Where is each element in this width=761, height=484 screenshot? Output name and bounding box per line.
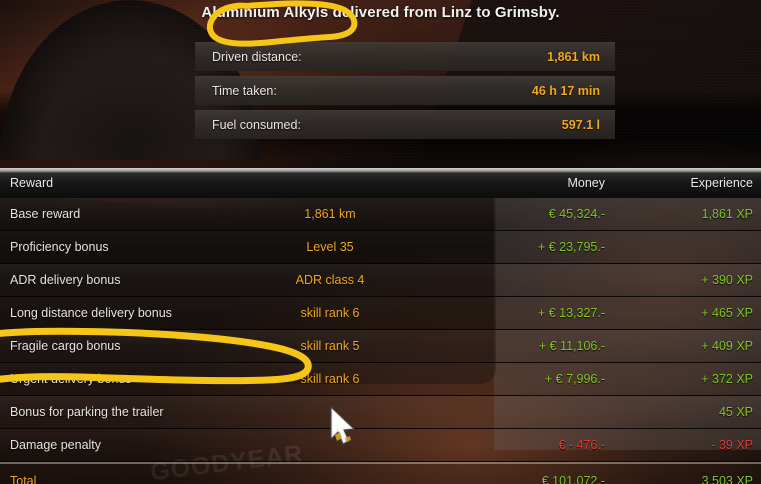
row-xp: - 39 XP [711, 438, 753, 452]
row-detail: skill rank 6 [300, 372, 360, 386]
rewards-table: Reward Money Experience Base reward 1,86… [0, 168, 761, 484]
row-label: Urgent delivery bonus [10, 372, 132, 386]
table-row: Fragile cargo bonus skill rank 5 + € 11,… [0, 330, 761, 363]
total-money: € 101,072.- [541, 474, 605, 484]
total-label: Total [10, 474, 37, 484]
row-label: Proficiency bonus [10, 240, 109, 254]
row-money: € 45,324.- [548, 207, 605, 221]
row-detail: skill rank 6 [300, 306, 360, 320]
summary-value: 46 h 17 min [531, 84, 600, 98]
row-money: € - 476.- [558, 438, 605, 452]
summary-row-driven-distance: Driven distance: 1,861 km [195, 42, 615, 71]
table-row: Long distance delivery bonus skill rank … [0, 297, 761, 330]
row-detail: Level 35 [306, 240, 354, 254]
summary-label: Fuel consumed: [212, 118, 301, 132]
row-money: + € 11,106.- [538, 339, 605, 353]
row-money: + € 23,795.- [537, 240, 605, 254]
summary-label: Time taken: [212, 84, 277, 98]
table-row: ADR delivery bonus ADR class 4 + 390 XP [0, 264, 761, 297]
row-xp: + 465 XP [701, 306, 753, 320]
table-row: Urgent delivery bonus skill rank 6 + € 7… [0, 363, 761, 396]
row-detail: skill rank 5 [300, 339, 360, 353]
table-row: Damage penalty € - 476.- - 39 XP [0, 429, 761, 462]
row-xp: 1,861 XP [701, 207, 753, 221]
table-row: Proficiency bonus Level 35 + € 23,795.- [0, 231, 761, 264]
row-xp: 45 XP [718, 405, 753, 419]
row-detail: ADR class 4 [295, 273, 365, 287]
row-label: Base reward [10, 207, 81, 221]
page-title-route: delivered from Linz to Grimsby. [328, 4, 560, 21]
row-label: ADR delivery bonus [10, 273, 121, 287]
summary-row-time-taken: Time taken: 46 h 17 min [195, 76, 615, 105]
page-title-cargo: Aluminium Alkyls [201, 4, 329, 21]
column-header-reward: Reward [10, 176, 54, 190]
summary-value: 597.1 l [561, 118, 600, 132]
summary-value: 1,861 km [547, 50, 600, 64]
column-header-experience: Experience [690, 176, 753, 190]
page-title: Aluminium Alkyls delivered from Linz to … [0, 4, 761, 21]
row-detail: 1,861 km [304, 207, 356, 221]
column-header-money: Money [567, 176, 605, 190]
total-xp: 3,503 XP [701, 474, 753, 484]
row-xp: + 372 XP [701, 372, 753, 386]
table-row-total: Total € 101,072.- 3,503 XP [0, 462, 761, 484]
row-label: Fragile cargo bonus [10, 339, 121, 353]
table-row: Base reward 1,861 km € 45,324.- 1,861 XP [0, 198, 761, 231]
row-xp: + 409 XP [701, 339, 753, 353]
table-row: Bonus for parking the trailer 45 XP [0, 396, 761, 429]
summary-row-fuel-consumed: Fuel consumed: 597.1 l [195, 110, 615, 139]
row-label: Long distance delivery bonus [10, 306, 172, 320]
delivery-summary-panel: Driven distance: 1,861 km Time taken: 46… [195, 42, 615, 139]
row-money: + € 7,996.- [544, 372, 605, 386]
row-label: Bonus for parking the trailer [10, 405, 164, 419]
summary-label: Driven distance: [212, 50, 302, 64]
row-xp: + 390 XP [701, 273, 753, 287]
row-money: + € 13,327.- [537, 306, 605, 320]
table-header-row: Reward Money Experience [0, 168, 761, 198]
row-label: Damage penalty [10, 438, 102, 452]
